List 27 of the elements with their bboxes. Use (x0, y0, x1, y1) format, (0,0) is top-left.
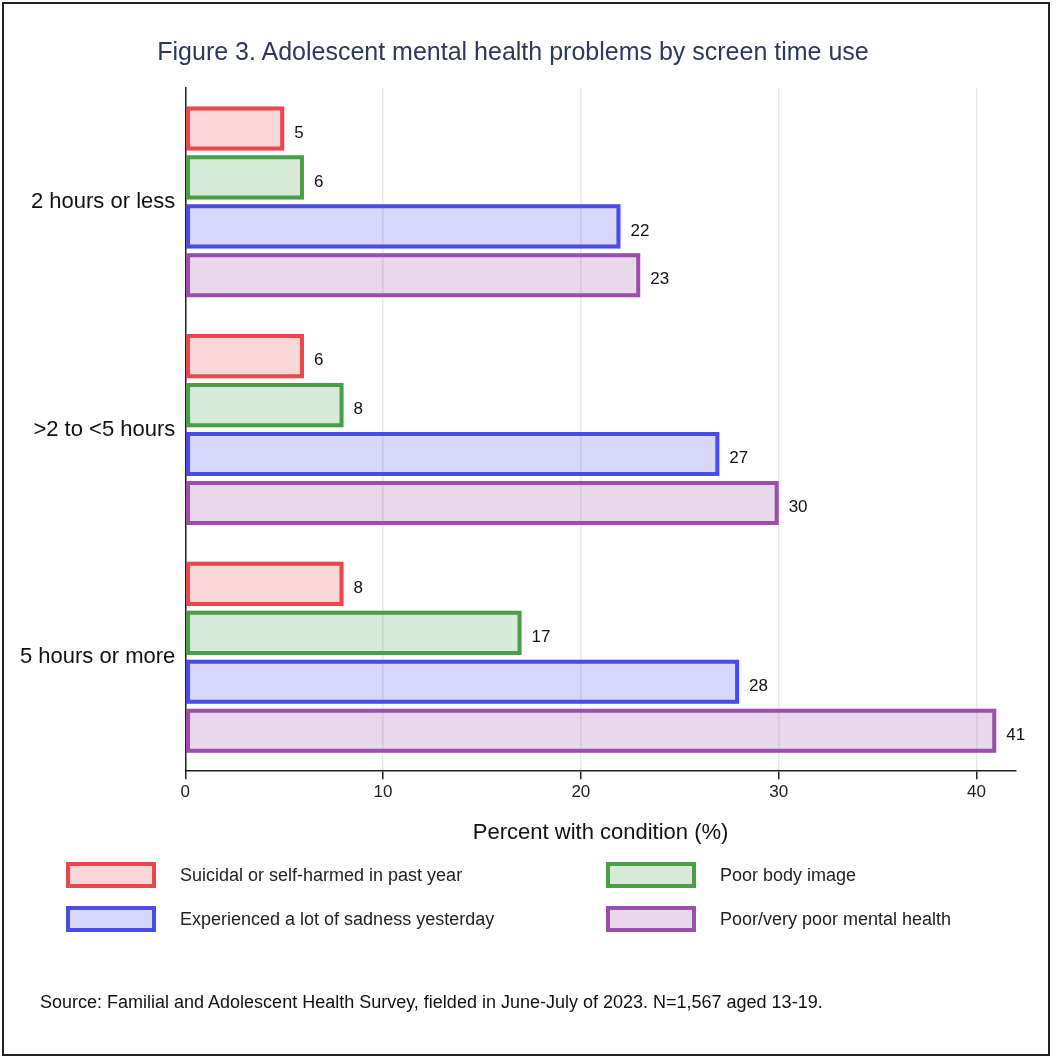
source-note: Source: Familial and Adolescent Health Survey, fielded in June-July of 2023. N=1,567 aged 13-19. (40, 992, 823, 1013)
legend-label: Poor/very poor mental health (720, 908, 952, 930)
data-label: 23 (650, 269, 670, 289)
data-label: 30 (788, 497, 808, 517)
data-label: 8 (353, 399, 363, 419)
x-tick-label: 10 (373, 782, 393, 802)
data-label: 6 (313, 350, 324, 370)
y-tick-label: 2 hours or less (30, 187, 176, 213)
data-label: 6 (313, 171, 324, 191)
legend-label: Experienced a lot of sadness yesterday (180, 908, 495, 930)
y-tick-label: 5 hours or more (19, 643, 176, 669)
data-label: 41 (1006, 724, 1026, 744)
chart-title: Figure 3. Adolescent mental health problems by screen time use (157, 36, 869, 65)
x-tick-label: 20 (571, 782, 591, 802)
data-label: 8 (353, 578, 363, 598)
y-tick-label: >2 to <5 hours (33, 415, 176, 441)
x-axis-title: Percent with condition (%) (472, 818, 729, 844)
data-label: 28 (749, 676, 769, 695)
x-tick-label: 0 (180, 782, 191, 802)
data-label: 17 (531, 627, 551, 647)
x-tick-label: 40 (966, 782, 986, 802)
data-label: 22 (630, 220, 650, 240)
legend-label: Poor body image (720, 864, 857, 886)
data-label: 27 (729, 448, 749, 468)
legend-label: Suicidal or self-harmed in past year (180, 864, 463, 886)
data-label: 5 (294, 122, 304, 142)
x-tick-label: 30 (769, 782, 789, 802)
